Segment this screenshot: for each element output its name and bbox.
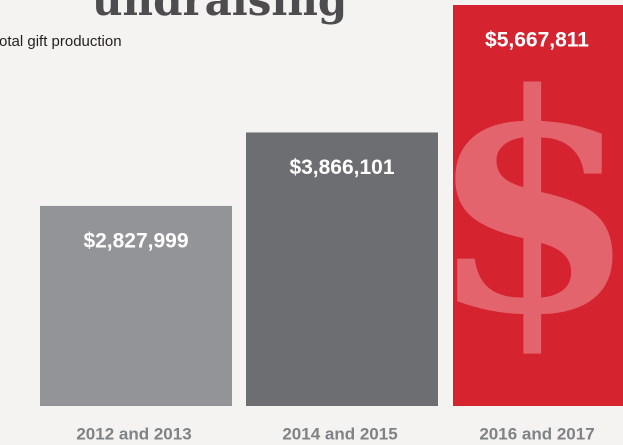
- x-tick-label: 2012 and 2013: [76, 424, 191, 443]
- value-label: $2,827,999: [83, 229, 188, 252]
- bar: [40, 205, 232, 406]
- chart-subtitle: otal gift production: [0, 33, 122, 50]
- x-tick-label: 2016 and 2017: [479, 424, 594, 443]
- value-label: $5,667,811: [485, 29, 589, 52]
- chart-title: undraising: [92, 0, 347, 25]
- bar: [246, 132, 438, 406]
- value-label: $3,866,101: [289, 156, 394, 179]
- dollar-icon: $: [429, 28, 623, 381]
- bar: [453, 5, 623, 406]
- x-tick-label: 2014 and 2015: [282, 424, 397, 443]
